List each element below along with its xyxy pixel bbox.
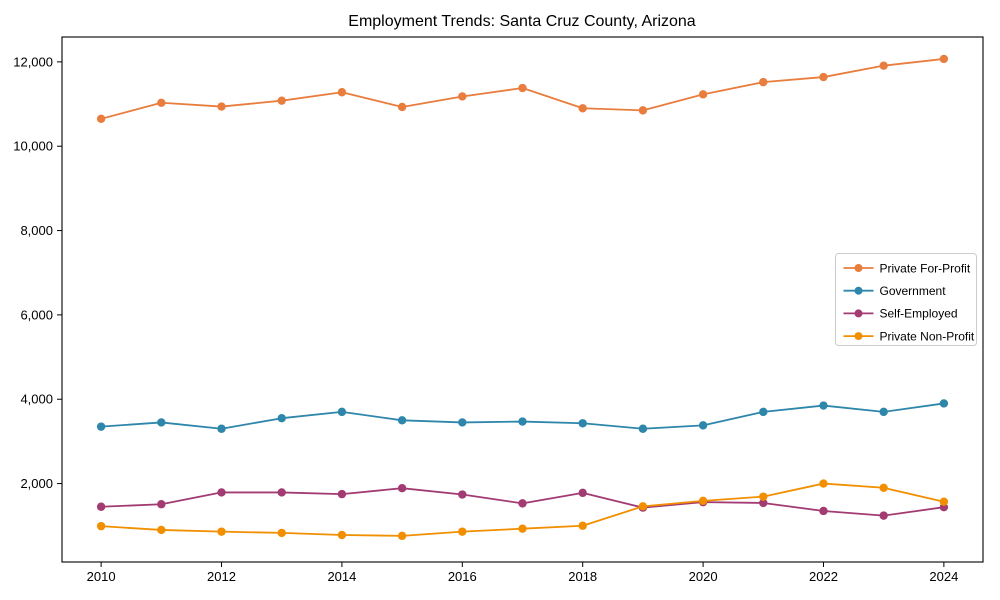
data-point-government-2012 — [217, 424, 226, 433]
legend-box — [835, 253, 977, 346]
data-point-private-for-profit-2014 — [337, 88, 347, 97]
legend-entry-self-employed: Self-Employed — [843, 307, 958, 321]
data-point-self-employed-2013 — [277, 488, 286, 497]
legend-marker-dot — [854, 332, 863, 341]
data-point-private-for-profit-2017 — [518, 83, 527, 93]
data-point-government-2018 — [578, 419, 587, 428]
x-axis-tick-label: 2018 — [568, 569, 597, 584]
x-axis-tick-label: 2016 — [448, 569, 477, 584]
x-axis-tick-label: 2014 — [327, 569, 356, 584]
data-point-self-employed-2012 — [217, 488, 226, 497]
data-point-private-for-profit-2012 — [217, 102, 226, 111]
data-point-private-for-profit-2015 — [397, 102, 407, 112]
legend: Private For-Profit Government Self-Employe… — [835, 253, 977, 346]
legend-label: Private Non-Profit — [880, 329, 975, 343]
y-axis-tick-label: 12,000 — [13, 54, 53, 69]
data-point-private-non-profit-2024 — [939, 497, 949, 506]
data-point-government-2022 — [819, 401, 828, 410]
data-point-self-employed-2016 — [458, 490, 467, 499]
legend-label: Private For-Profit — [880, 261, 971, 275]
data-point-government-2024 — [939, 399, 949, 408]
data-point-government-2017 — [518, 417, 527, 426]
legend-marker-dot — [854, 264, 863, 272]
x-axis-tick-label: 2020 — [689, 569, 718, 584]
series-private-for-profit — [96, 54, 949, 124]
data-point-government-2013 — [277, 414, 286, 423]
data-point-private-for-profit-2010 — [96, 114, 106, 124]
data-point-self-employed-2022 — [819, 506, 828, 516]
series-self-employed — [96, 484, 949, 520]
data-point-private-non-profit-2018 — [578, 521, 587, 530]
legend-label: Government — [880, 284, 947, 298]
data-point-private-non-profit-2021 — [759, 492, 768, 501]
data-point-government-2011 — [157, 418, 166, 427]
data-point-government-2010 — [96, 422, 106, 431]
data-point-private-non-profit-2017 — [518, 524, 527, 533]
data-point-government-2016 — [458, 418, 467, 427]
y-axis-tick-label: 2,000 — [20, 476, 53, 491]
data-point-private-non-profit-2012 — [217, 527, 226, 536]
data-point-government-2014 — [337, 407, 347, 417]
data-point-private-for-profit-2013 — [277, 96, 286, 105]
legend-entry-government: Government — [843, 284, 947, 298]
x-axis-tick-label: 2010 — [87, 569, 116, 584]
data-point-private-for-profit-2019 — [638, 106, 648, 115]
data-point-private-for-profit-2020 — [698, 90, 708, 99]
x-axis-tick-label: 2022 — [809, 569, 838, 584]
series-government — [96, 399, 949, 433]
data-point-private-for-profit-2016 — [458, 92, 467, 101]
data-point-self-employed-2015 — [397, 484, 407, 493]
data-point-private-for-profit-2023 — [879, 61, 888, 70]
data-point-self-employed-2010 — [96, 502, 106, 511]
data-point-government-2020 — [698, 421, 708, 430]
data-point-private-non-profit-2016 — [458, 527, 467, 536]
data-point-self-employed-2023 — [879, 511, 888, 520]
chart-title: Employment Trends: Santa Cruz County, Ar… — [348, 13, 696, 30]
data-point-private-non-profit-2014 — [337, 530, 347, 540]
data-point-private-for-profit-2021 — [759, 77, 768, 87]
data-point-private-non-profit-2020 — [698, 496, 708, 506]
legend-marker-dot — [854, 286, 863, 295]
data-point-government-2023 — [879, 407, 888, 417]
x-axis-tick-label: 2012 — [207, 569, 236, 584]
y-axis-tick-label: 8,000 — [20, 223, 53, 238]
data-point-private-for-profit-2018 — [578, 104, 587, 113]
data-point-self-employed-2018 — [578, 488, 587, 498]
data-point-private-for-profit-2024 — [939, 54, 949, 64]
data-point-self-employed-2017 — [518, 499, 527, 508]
legend-entry-private-non-profit: Private Non-Profit — [843, 329, 975, 343]
data-point-private-non-profit-2010 — [96, 521, 106, 531]
y-axis-tick-label: 4,000 — [20, 392, 53, 407]
data-point-government-2019 — [638, 424, 648, 433]
data-point-self-employed-2014 — [337, 489, 347, 499]
plot-frame — [61, 36, 984, 563]
plot-area: 2010 2012 2014 2016 2018 2020 2022 2024 2,000 4,0… — [13, 36, 984, 584]
data-point-self-employed-2021 — [759, 498, 768, 508]
y-axis-tick-label: 10,000 — [13, 139, 53, 154]
y-axis-tick-label: 6,000 — [20, 307, 53, 322]
data-point-government-2021 — [759, 407, 768, 417]
legend-entry-private-for-profit: Private For-Profit — [843, 261, 971, 275]
data-point-private-non-profit-2022 — [819, 479, 828, 488]
data-point-private-non-profit-2023 — [879, 483, 888, 492]
data-point-private-non-profit-2015 — [397, 531, 407, 541]
data-point-private-for-profit-2022 — [819, 72, 828, 82]
data-point-government-2015 — [397, 416, 407, 425]
legend-marker-dot — [854, 309, 863, 318]
data-point-private-non-profit-2011 — [157, 525, 166, 535]
data-point-private-non-profit-2019 — [638, 502, 648, 511]
legend-label: Self-Employed — [880, 307, 958, 321]
data-point-private-non-profit-2013 — [277, 528, 286, 538]
series-private-non-profit — [96, 479, 949, 541]
data-point-self-employed-2011 — [157, 500, 166, 509]
x-axis-tick-label: 2024 — [929, 569, 958, 584]
data-point-private-for-profit-2011 — [157, 98, 166, 107]
